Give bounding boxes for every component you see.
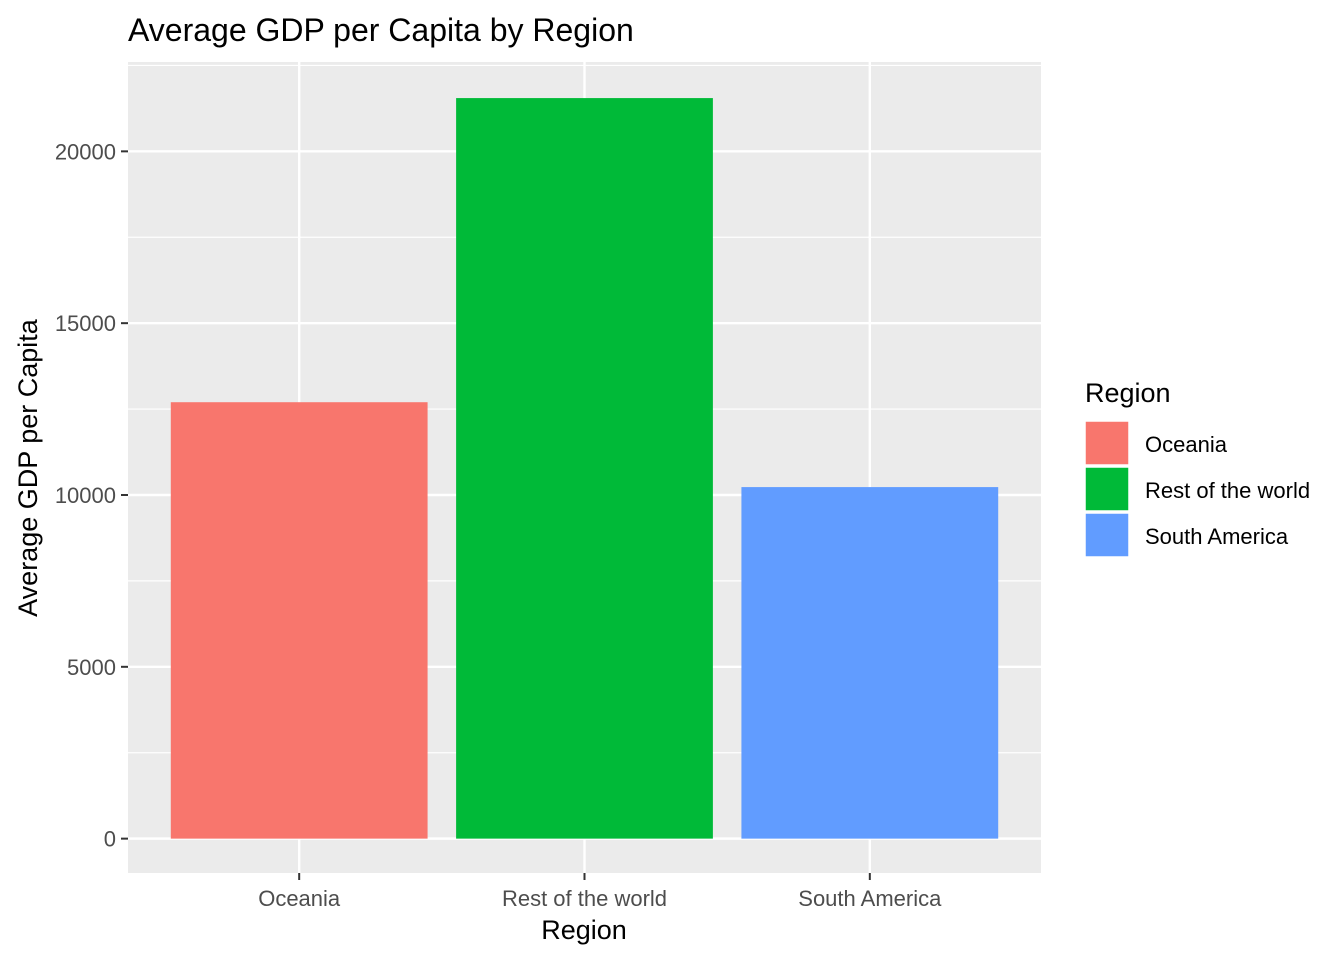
- y-tick-label: 10000: [55, 483, 116, 508]
- y-tick-label: 5000: [67, 655, 116, 680]
- y-axis-title: Average GDP per Capita: [13, 318, 43, 617]
- legend-label: Rest of the world: [1145, 478, 1310, 503]
- y-axis: 0 5000 10000 15000 20000: [55, 139, 128, 852]
- bars: [170, 98, 999, 839]
- y-tick-label: 15000: [55, 311, 116, 336]
- bar-rest-of-the-world: [456, 98, 713, 839]
- y-tick-label: 20000: [55, 139, 116, 164]
- legend-label: Oceania: [1145, 432, 1228, 457]
- x-tick-label: Rest of the world: [502, 886, 667, 911]
- y-tick-label: 0: [104, 827, 116, 852]
- legend-label: South America: [1145, 524, 1289, 549]
- x-tick-label: South America: [798, 886, 942, 911]
- legend-key: [1084, 420, 1130, 466]
- bar-oceania: [170, 402, 428, 839]
- legend-title: Region: [1085, 378, 1171, 408]
- legend-key: [1084, 466, 1130, 512]
- x-axis-title: Region: [541, 915, 627, 945]
- legend-key: [1084, 512, 1130, 558]
- x-tick-label: Oceania: [258, 886, 341, 911]
- x-axis: Oceania Rest of the world South America: [258, 873, 942, 911]
- legend: Region Oceania Rest of the world South Ame…: [1084, 378, 1310, 558]
- chart-title: Average GDP per Capita by Region: [128, 12, 634, 48]
- bar-south-america: [741, 487, 999, 839]
